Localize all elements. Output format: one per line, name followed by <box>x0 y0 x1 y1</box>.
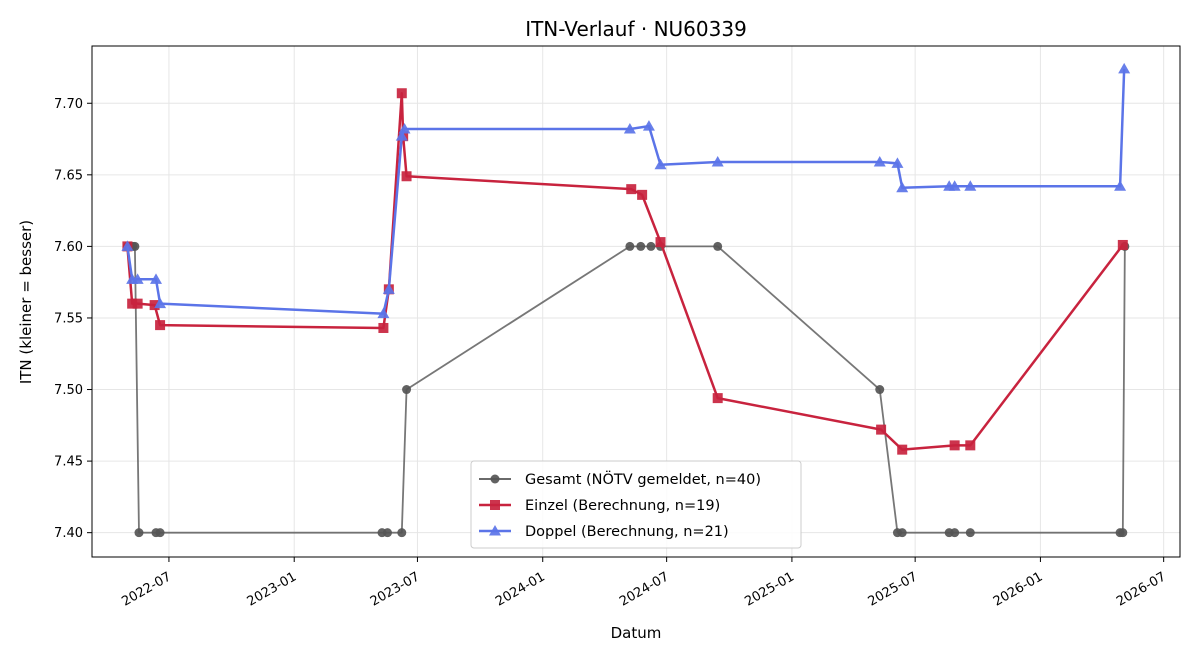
y-tick-label: 7.60 <box>54 240 83 255</box>
data-point <box>1117 239 1128 250</box>
data-point <box>949 440 960 451</box>
data-point <box>398 123 411 134</box>
data-point <box>625 241 635 251</box>
legend-item: Einzel (Berechnung, n=19) <box>479 498 720 514</box>
y-tick-label: 7.55 <box>54 311 83 326</box>
data-point <box>155 320 166 331</box>
legend: Gesamt (NÖTV gemeldet, n=40) Einzel (Bere… <box>470 460 802 549</box>
data-point <box>646 241 656 251</box>
data-point <box>397 528 407 538</box>
data-point <box>131 273 144 284</box>
data-point <box>875 385 885 395</box>
data-point <box>636 241 646 251</box>
y-tick-label: 7.70 <box>54 97 83 112</box>
plot-frame <box>91 45 1181 558</box>
legend-marker <box>490 500 500 510</box>
data-point <box>897 444 908 455</box>
data-point <box>134 528 144 538</box>
data-point <box>655 237 666 248</box>
data-point <box>382 528 392 538</box>
chart-title: ITN-Verlauf · NU60339 <box>525 17 747 41</box>
legend-marker <box>490 474 500 484</box>
y-axis-label: ITN (kleiner = besser) <box>17 220 35 384</box>
data-point <box>155 528 165 538</box>
data-point <box>623 123 636 134</box>
data-point <box>1118 62 1131 74</box>
data-point <box>965 440 976 451</box>
legend-label: Doppel (Berechnung, n=21) <box>525 524 729 540</box>
data-point <box>1118 528 1128 538</box>
legend-box <box>470 460 802 549</box>
data-point <box>964 180 977 191</box>
y-tick-label: 7.50 <box>54 383 83 398</box>
data-point <box>377 307 390 319</box>
data-point <box>127 298 138 309</box>
series-1 <box>122 241 1130 538</box>
data-point <box>402 385 412 395</box>
data-point <box>711 155 724 167</box>
y-tick-label: 7.45 <box>54 455 83 470</box>
data-point <box>965 528 975 538</box>
data-point <box>154 297 167 309</box>
data-point <box>642 120 655 131</box>
data-point <box>948 180 961 191</box>
series-3 <box>121 62 1131 319</box>
y-tick-label: 7.40 <box>54 526 83 541</box>
data-point <box>713 241 723 251</box>
data-point <box>637 189 648 200</box>
data-point <box>378 322 389 333</box>
data-point <box>130 241 140 251</box>
data-point <box>891 157 904 168</box>
data-point <box>873 155 886 167</box>
data-point <box>1114 180 1127 191</box>
data-point <box>401 171 412 182</box>
data-point <box>395 130 408 141</box>
data-point <box>654 158 667 170</box>
legend-label: Gesamt (NÖTV gemeldet, n=40) <box>525 470 761 488</box>
legend-item: Doppel (Berechnung, n=21) <box>479 524 729 540</box>
data-point <box>121 240 134 251</box>
y-tick-label: 7.65 <box>54 168 83 183</box>
data-point <box>897 528 907 538</box>
data-point <box>150 273 162 284</box>
data-point <box>382 283 395 294</box>
series-layer <box>121 62 1131 538</box>
data-point <box>950 528 960 538</box>
data-point <box>396 88 407 99</box>
x-axis-label: Datum <box>611 624 662 642</box>
legend-item: Gesamt (NÖTV gemeldet, n=40) <box>479 470 761 488</box>
data-point <box>149 300 160 311</box>
legend-marker <box>489 525 501 536</box>
data-point <box>712 393 723 404</box>
y-axis: 7.40 7.45 7.50 7.55 7.60 7.65 7.70 <box>54 97 92 541</box>
data-point <box>896 181 909 193</box>
data-point <box>132 298 143 309</box>
data-point <box>876 424 887 435</box>
legend-label: Einzel (Berechnung, n=19) <box>525 498 720 514</box>
data-point <box>626 184 637 195</box>
